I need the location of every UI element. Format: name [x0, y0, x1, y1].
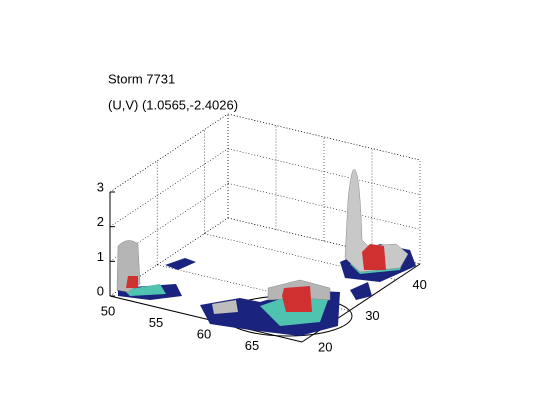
- x-tick-label: 55: [149, 315, 163, 330]
- blob-core: [282, 286, 312, 312]
- z-tick-label: 1: [97, 249, 104, 264]
- blob-core: [362, 244, 386, 270]
- y-tick-label: 20: [318, 339, 332, 354]
- chart-title: Storm 7731: [108, 71, 175, 86]
- grid-line: [109, 217, 229, 297]
- chart-subtitle: (U,V) (1.0565,-2.4026): [108, 97, 238, 112]
- z-tick-label: 0: [97, 283, 104, 298]
- blob-core: [126, 276, 138, 288]
- y-tick-label: 30: [365, 308, 379, 323]
- grid: [109, 113, 421, 343]
- y-tick-label: 40: [412, 277, 426, 292]
- z-tick-label: 2: [97, 214, 104, 229]
- blob-base: [350, 282, 372, 300]
- grid-line: [109, 183, 229, 262]
- x-tick-label: 50: [101, 303, 115, 318]
- storm-blobs: [116, 169, 416, 337]
- x-tick-label: 65: [245, 338, 259, 353]
- blob-base: [165, 258, 196, 270]
- grid-line: [109, 113, 229, 193]
- z-tick-label: 3: [97, 179, 104, 194]
- blob-mid: [124, 284, 166, 296]
- blob-column: [212, 300, 238, 314]
- x-tick-label: 60: [197, 326, 211, 341]
- x-axis: [109, 295, 303, 343]
- grid-line: [109, 148, 229, 227]
